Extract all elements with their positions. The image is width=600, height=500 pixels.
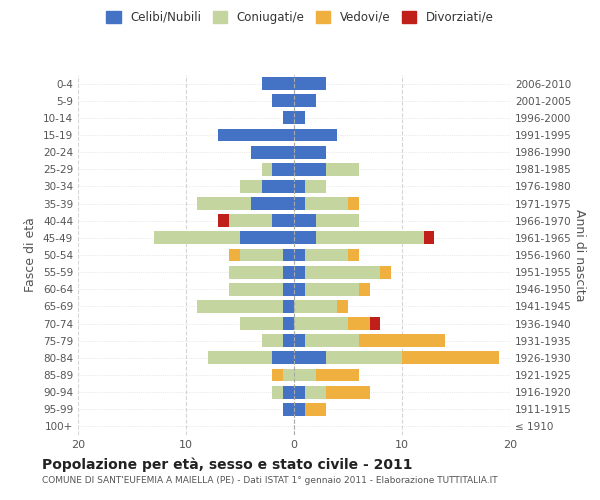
Bar bbox=[262, 180, 294, 193]
Text: COMUNE DI SANT'EUFEMIA A MAIELLA (PE) - Dati ISTAT 1° gennaio 2011 - Elaborazion: COMUNE DI SANT'EUFEMIA A MAIELLA (PE) - … bbox=[42, 476, 497, 485]
Bar bbox=[240, 232, 294, 244]
Bar bbox=[283, 334, 294, 347]
Bar bbox=[262, 163, 272, 175]
Bar bbox=[316, 214, 359, 227]
Bar bbox=[305, 180, 326, 193]
Bar bbox=[294, 368, 316, 382]
Bar bbox=[294, 146, 326, 158]
Bar bbox=[294, 317, 348, 330]
Bar bbox=[294, 300, 337, 313]
Bar bbox=[348, 248, 359, 262]
Bar bbox=[380, 266, 391, 278]
Bar bbox=[326, 352, 402, 364]
Bar bbox=[294, 214, 316, 227]
Bar bbox=[305, 386, 326, 398]
Bar bbox=[218, 128, 294, 141]
Bar bbox=[283, 266, 294, 278]
Bar bbox=[262, 77, 294, 90]
Bar bbox=[294, 197, 305, 210]
Bar bbox=[283, 283, 294, 296]
Bar bbox=[272, 352, 294, 364]
Bar bbox=[370, 317, 380, 330]
Bar bbox=[240, 317, 283, 330]
Bar bbox=[229, 266, 283, 278]
Bar bbox=[283, 368, 294, 382]
Bar bbox=[294, 248, 305, 262]
Bar bbox=[283, 386, 294, 398]
Bar bbox=[424, 232, 434, 244]
Bar bbox=[294, 266, 305, 278]
Bar bbox=[283, 300, 294, 313]
Bar bbox=[294, 352, 326, 364]
Bar bbox=[272, 368, 283, 382]
Bar bbox=[348, 317, 370, 330]
Bar bbox=[348, 197, 359, 210]
Bar bbox=[305, 283, 359, 296]
Bar bbox=[251, 146, 294, 158]
Bar bbox=[316, 232, 424, 244]
Bar bbox=[197, 197, 251, 210]
Bar bbox=[283, 403, 294, 415]
Bar bbox=[359, 283, 370, 296]
Bar bbox=[402, 352, 499, 364]
Bar bbox=[337, 300, 348, 313]
Bar bbox=[326, 163, 359, 175]
Bar bbox=[272, 214, 294, 227]
Bar bbox=[359, 334, 445, 347]
Bar bbox=[294, 163, 326, 175]
Bar bbox=[240, 248, 283, 262]
Bar bbox=[305, 197, 348, 210]
Bar bbox=[294, 77, 326, 90]
Y-axis label: Fasce di età: Fasce di età bbox=[25, 218, 37, 292]
Bar bbox=[218, 214, 229, 227]
Bar bbox=[294, 180, 305, 193]
Bar bbox=[154, 232, 240, 244]
Bar bbox=[272, 94, 294, 107]
Bar bbox=[272, 163, 294, 175]
Bar bbox=[316, 368, 359, 382]
Bar bbox=[283, 248, 294, 262]
Bar bbox=[305, 266, 380, 278]
Bar bbox=[283, 317, 294, 330]
Bar bbox=[294, 94, 316, 107]
Bar bbox=[294, 232, 316, 244]
Bar bbox=[272, 386, 283, 398]
Bar bbox=[294, 403, 305, 415]
Bar bbox=[305, 403, 326, 415]
Bar bbox=[251, 197, 294, 210]
Bar bbox=[229, 214, 272, 227]
Bar bbox=[326, 386, 370, 398]
Bar bbox=[197, 300, 283, 313]
Bar bbox=[294, 128, 337, 141]
Bar bbox=[305, 248, 348, 262]
Bar bbox=[305, 334, 359, 347]
Bar bbox=[294, 283, 305, 296]
Bar bbox=[229, 248, 240, 262]
Y-axis label: Anni di nascita: Anni di nascita bbox=[572, 209, 586, 301]
Bar bbox=[294, 334, 305, 347]
Text: Popolazione per età, sesso e stato civile - 2011: Popolazione per età, sesso e stato civil… bbox=[42, 458, 413, 472]
Bar bbox=[240, 180, 262, 193]
Bar bbox=[294, 386, 305, 398]
Bar bbox=[294, 112, 305, 124]
Bar bbox=[262, 334, 283, 347]
Bar bbox=[283, 112, 294, 124]
Bar bbox=[208, 352, 272, 364]
Bar bbox=[229, 283, 283, 296]
Legend: Celibi/Nubili, Coniugati/e, Vedovi/e, Divorziati/e: Celibi/Nubili, Coniugati/e, Vedovi/e, Di… bbox=[101, 6, 499, 28]
